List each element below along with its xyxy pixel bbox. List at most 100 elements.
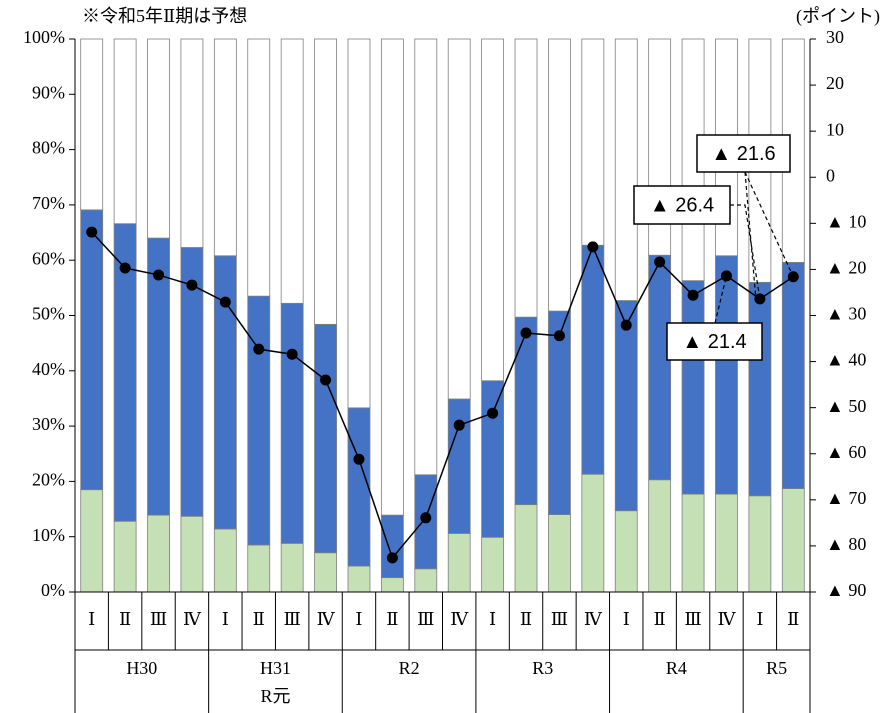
y-tick-label: 0%: [41, 580, 65, 600]
bar-segment: [347, 565, 371, 593]
bar-segment: [80, 209, 104, 491]
bar-segment: [781, 488, 805, 593]
y-tick-label: 30%: [32, 414, 65, 434]
bar-segment: [481, 38, 505, 382]
line-point: [620, 319, 632, 331]
x-tick-label: Ⅰ: [489, 609, 496, 629]
line-point: [386, 552, 398, 564]
x-tick-label: Ⅱ: [787, 609, 799, 629]
bar-segment: [247, 295, 271, 546]
value-label-box: [633, 185, 731, 225]
bar-segment: [147, 38, 170, 239]
leader-line: [744, 171, 757, 299]
bar-segment: [347, 38, 371, 409]
line-point: [153, 269, 165, 281]
line-point: [754, 293, 766, 305]
bar-segment: [213, 38, 237, 257]
bar-segment: [314, 38, 337, 325]
line-point: [453, 419, 465, 431]
y-tick-label: 10%: [32, 525, 65, 545]
y2-tick-label: ▲ 70: [826, 488, 866, 508]
bar-segment: [314, 552, 337, 593]
bar-segment: [481, 380, 505, 538]
bar-segment: [80, 489, 104, 593]
bar-segment: [447, 38, 471, 400]
y2-tick-label: ▲ 80: [826, 534, 866, 554]
value-label: ▲ 21.4: [682, 331, 746, 353]
line-point: [720, 270, 732, 282]
leader-line: [730, 204, 761, 300]
leader-line: [714, 275, 728, 324]
y2-tick-label: ▲ 30: [826, 304, 866, 324]
y2-tick-label: 30: [826, 27, 844, 47]
x-tick-label: Ⅱ: [119, 609, 131, 629]
line: [91, 231, 794, 560]
x-tick-label: Ⅲ: [283, 609, 300, 629]
bar-segment: [648, 254, 672, 481]
bar-segment: [380, 514, 404, 579]
bar-segment: [481, 536, 505, 593]
y2-axis-label: (ポイント): [796, 6, 880, 27]
bar-segment: [447, 532, 471, 593]
bar-segment: [715, 255, 738, 495]
bar-segment: [380, 577, 404, 593]
group-label: R2: [399, 658, 420, 678]
line-point: [253, 343, 265, 355]
bar-segment: [548, 38, 571, 312]
bar-segment: [447, 398, 471, 534]
value-label: ▲ 21.6: [711, 143, 775, 165]
y-tick-label: 40%: [32, 359, 65, 379]
line-point: [420, 512, 432, 524]
bar-segment: [280, 542, 304, 593]
x-tick-label: Ⅳ: [450, 609, 469, 629]
bar-segment: [147, 514, 170, 593]
bar-segment: [414, 38, 438, 476]
group-label: R5: [766, 658, 787, 678]
y2-tick-label: ▲ 20: [826, 258, 866, 278]
bar-segment: [548, 514, 571, 593]
bar-segment: [213, 528, 237, 593]
x-tick-label: Ⅲ: [684, 609, 701, 629]
bar-segment: [280, 302, 304, 544]
x-tick-label: Ⅳ: [317, 609, 336, 629]
line-point: [86, 226, 98, 238]
line-point: [654, 256, 666, 268]
bar-segment: [113, 520, 137, 593]
bar-segment: [581, 38, 605, 246]
line-point: [587, 241, 599, 253]
x-tick-label: Ⅰ: [88, 609, 95, 629]
y-tick-label: 70%: [32, 193, 65, 213]
bar-segment: [380, 38, 404, 516]
bar-segment: [548, 310, 571, 515]
leader-line: [744, 171, 794, 278]
x-tick-label: Ⅲ: [551, 609, 568, 629]
y2-tick-label: 10: [826, 119, 844, 139]
y2-tick-label: ▲ 10: [826, 211, 866, 231]
y2-tick-label: 0: [826, 165, 835, 185]
bar-segment: [748, 281, 772, 497]
x-tick-label: Ⅳ: [584, 609, 603, 629]
value-label-box: [666, 322, 763, 361]
x-tick-label: Ⅲ: [150, 609, 167, 629]
y-tick-label: 80%: [32, 138, 65, 158]
line-point: [320, 374, 332, 386]
bar-segment: [180, 38, 204, 248]
bar-segment: [347, 407, 371, 567]
bar-segment: [180, 515, 204, 593]
y2-tick-label: ▲ 50: [826, 396, 866, 416]
note: ※令和5年Ⅱ期は予想: [82, 6, 247, 26]
x-tick-label: Ⅱ: [253, 609, 265, 629]
bar-segment: [748, 495, 772, 593]
y2-tick-label: ▲ 60: [826, 442, 866, 462]
group-label: R3: [532, 658, 553, 678]
bar-segment: [681, 280, 705, 495]
bar-segment: [648, 479, 672, 593]
value-label: ▲ 26.4: [650, 194, 714, 216]
line-point: [119, 262, 131, 274]
line-point: [219, 296, 231, 308]
bar-segment: [614, 300, 638, 512]
y-tick-label: 100%: [23, 27, 65, 47]
bar-segment: [314, 323, 337, 554]
bar-segment: [113, 38, 137, 225]
line-point: [286, 348, 298, 360]
